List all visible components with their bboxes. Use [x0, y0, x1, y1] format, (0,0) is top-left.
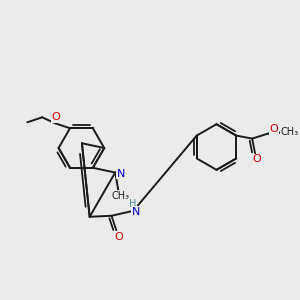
Text: N: N	[132, 207, 140, 217]
Text: CH₃: CH₃	[111, 191, 129, 201]
Text: O: O	[270, 124, 278, 134]
Text: H: H	[129, 199, 136, 209]
Text: CH₃: CH₃	[281, 127, 299, 136]
Text: O: O	[114, 232, 123, 242]
Text: N: N	[117, 169, 125, 178]
Text: O: O	[253, 154, 262, 164]
Text: O: O	[52, 112, 61, 122]
